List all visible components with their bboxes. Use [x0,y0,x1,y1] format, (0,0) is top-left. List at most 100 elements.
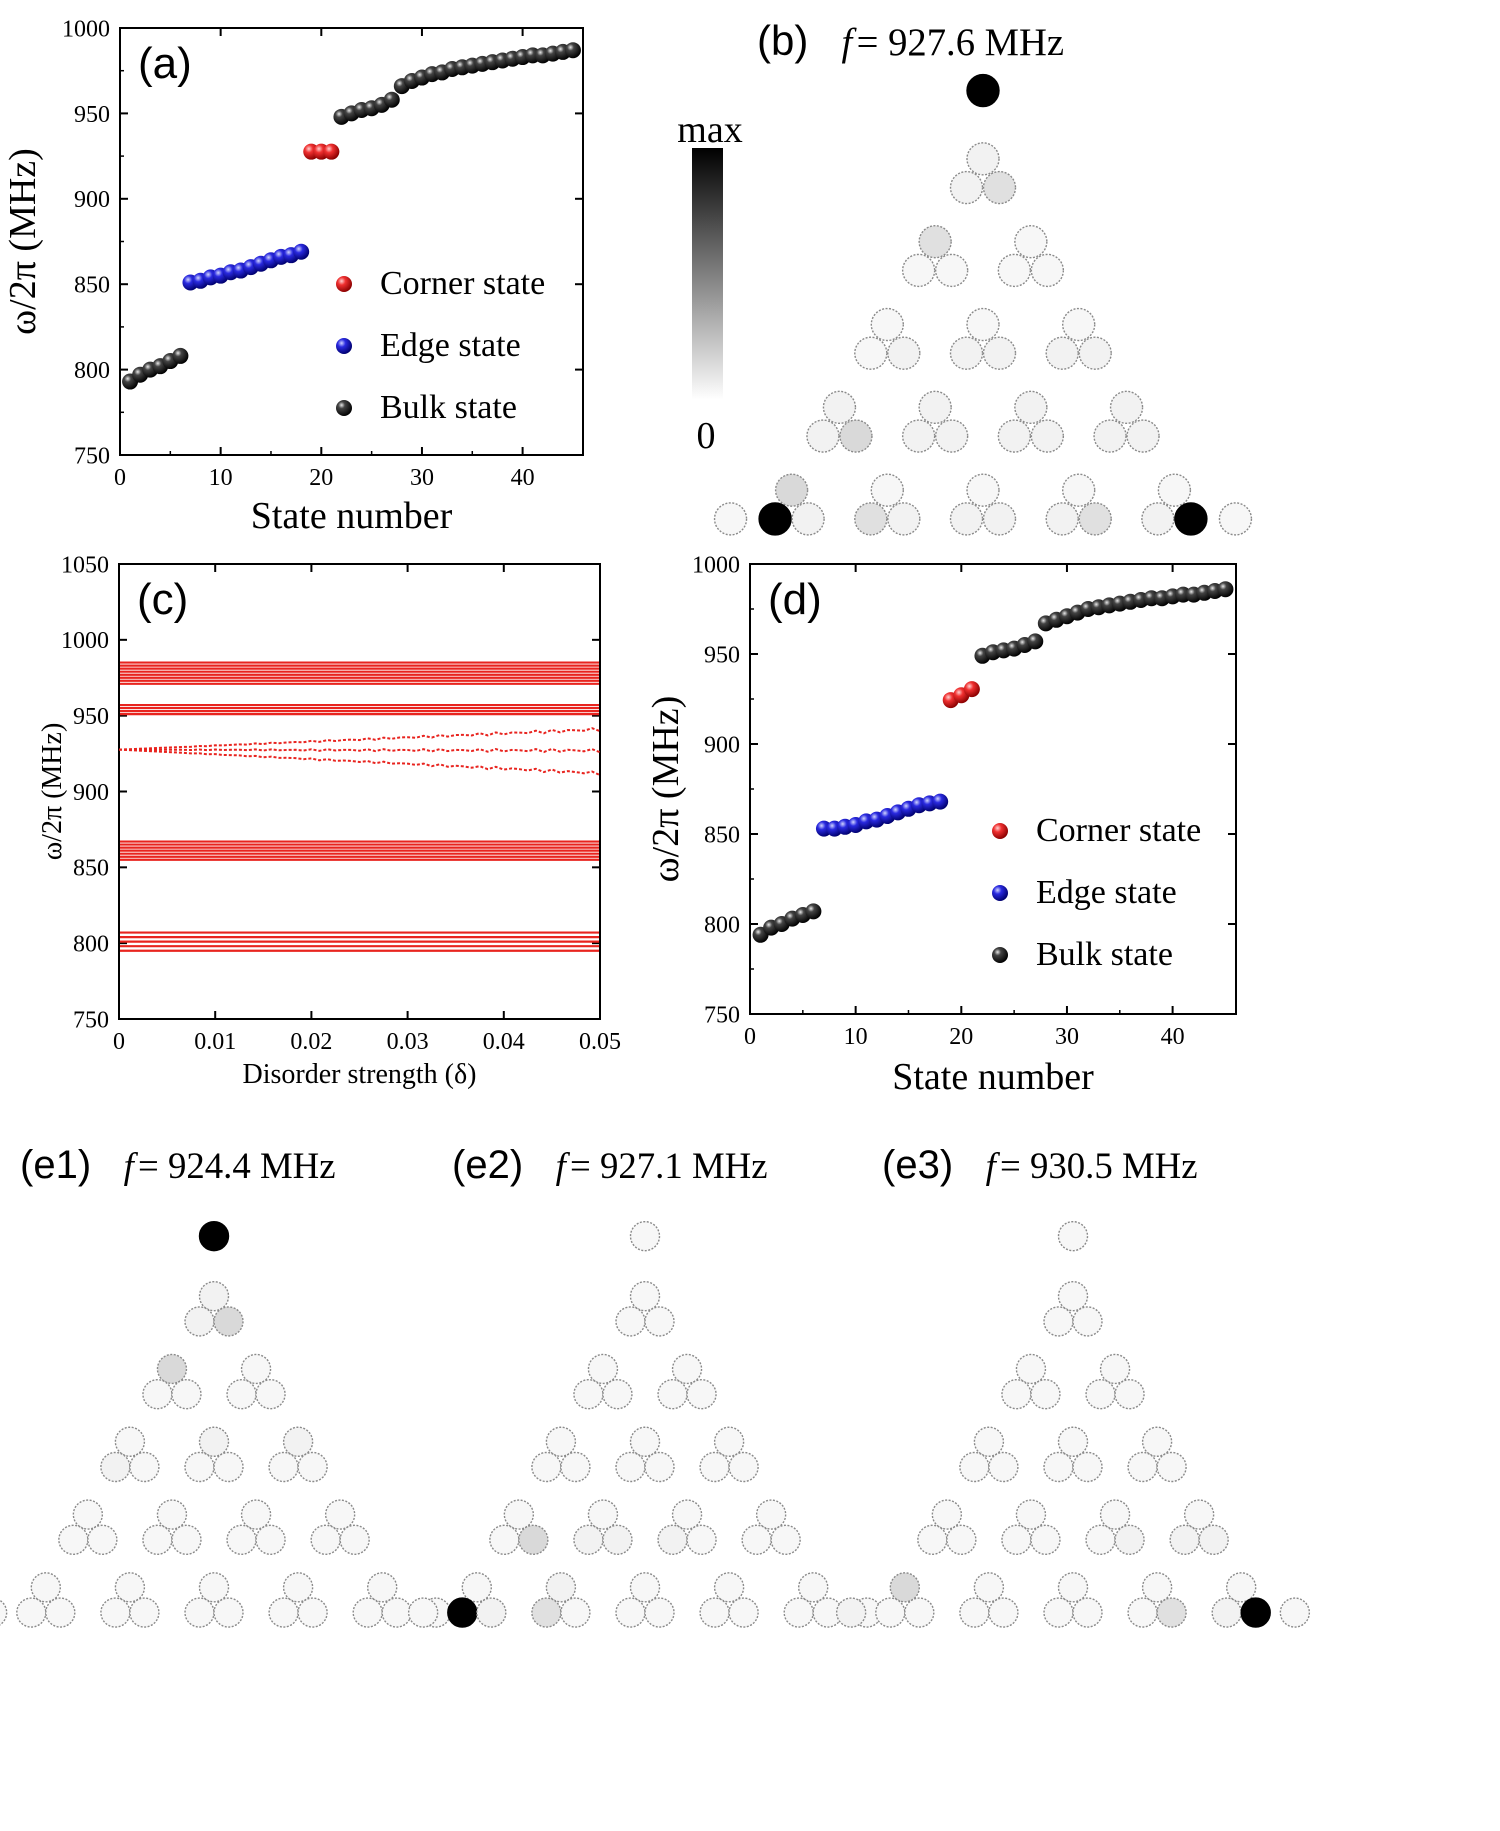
resonator-site [854,336,888,370]
resonator-site [531,1597,562,1628]
resonator-site [1078,502,1112,536]
resonator-site [1183,1499,1215,1530]
data-point-bulk [172,347,189,364]
resonator-site [1001,1524,1032,1555]
resonator-site [1030,1378,1061,1410]
x-tick-label: 10 [844,1024,868,1050]
resonator-site [142,1378,173,1410]
y-tick-label: 950 [73,704,109,730]
resonator-site [870,473,904,507]
panel-e2: (e2) f = 927.1 MHz [407,1143,883,1628]
y-tick-label: 850 [74,273,110,299]
y-tick-label: 800 [74,358,110,384]
panel-e1: (e1) f = 924.4 MHz [0,1143,452,1628]
x-tick-label: 0.01 [194,1029,236,1055]
resonator-site [931,1499,963,1530]
y-tick-label: 950 [704,642,740,668]
resonator-site [184,1306,215,1337]
resonator-site [1141,1426,1173,1457]
resonator-site [699,1597,730,1628]
resonator-site [644,1306,675,1337]
resonator-site [30,1572,61,1603]
resonator-site [755,1499,787,1530]
resonator-site [1127,1597,1158,1628]
resonator-site [686,1378,717,1410]
resonator-site [1127,1451,1158,1483]
panel-label: (b) [757,17,808,64]
resonator-site [1045,502,1079,536]
x-axis-label: State number [251,495,453,537]
resonator-site [973,1572,1005,1603]
resonator-site [1109,390,1144,425]
data-point-bulk [805,903,822,920]
resonator-site [959,1451,990,1483]
resonator-site [1174,502,1208,536]
x-tick-label: 20 [309,465,333,491]
resonator-site [587,1353,619,1385]
resonator-site [1085,1524,1116,1555]
resonator-site [268,1597,299,1628]
resonator-site [966,142,1000,176]
resonator-site [114,1426,146,1457]
resonator-site [268,1451,299,1483]
resonator-site [129,1597,160,1628]
resonator-site [982,336,1017,370]
resonator-site [503,1499,535,1530]
x-tick-label: 0.04 [483,1029,525,1055]
resonator-site [226,1378,257,1410]
resonator-site [560,1451,591,1483]
resonator-site [1093,419,1127,453]
resonator-site [887,502,921,536]
resonator-site [240,1499,272,1530]
x-tick-label: 0 [744,1024,756,1050]
resonator-site [1156,1451,1187,1483]
panel-c: 0 0.01 0.02 0.03 0.04 0.05 750 800 850 900 950 1000… [37,552,621,1090]
panel-a: 0 10 20 30 40 750 800 850 900 950 1000 (a) State num… [2,16,584,537]
resonator-site [1126,419,1160,453]
resonator-site [997,253,1032,288]
resonator-site [1061,307,1096,342]
resonator-site [602,1378,633,1410]
legend-label: Bulk state [380,389,517,426]
frequency-value: = 924.4 MHz [138,1145,336,1186]
resonator-site [198,1280,230,1312]
legend-marker-bulk [336,400,352,416]
y-axis-label: ω/2π (MHz) [645,696,687,883]
resonator-site [901,419,936,453]
resonator-site [657,1524,688,1555]
resonator-site [713,1426,745,1457]
resonator-site [949,502,984,536]
resonator-site [1114,1524,1145,1555]
resonator-site [997,419,1032,453]
resonator-site [1085,1378,1116,1410]
resonator-site [783,1597,814,1628]
x-tick-label: 0.05 [579,1029,621,1055]
resonator-site [1169,1524,1200,1555]
resonator-site [461,1572,492,1603]
resonator-site [835,1597,867,1628]
resonator-site [644,1597,675,1628]
resonator-site [310,1524,341,1555]
resonator-site [545,1572,577,1603]
resonator-site [587,1499,619,1530]
resonator-site [875,1597,906,1628]
legend-label: Edge state [1036,874,1177,911]
x-axis-label: State number [892,1056,1094,1098]
y-tick-label: 950 [74,102,110,128]
resonator-site [770,1524,801,1555]
resonator-site [713,1572,745,1603]
resonator-site [560,1597,591,1628]
resonator-site [1225,1572,1257,1603]
resonator-site [142,1524,173,1555]
panel-label: (e2) [452,1143,523,1187]
resonator-site [297,1597,328,1628]
y-tick-label: 900 [74,187,110,213]
data-point-corner [963,681,980,698]
resonator-site [1198,1524,1229,1555]
panel-d: 0 10 20 30 40 750 800 850 900 950 1000 (d) State num… [645,552,1237,1098]
resonator-site [1043,1451,1074,1483]
y-axis-label: ω/2π (MHz) [2,148,44,335]
resonator-site [901,253,936,288]
frequency-symbol: f [556,1145,571,1186]
resonator-site [1014,224,1048,259]
